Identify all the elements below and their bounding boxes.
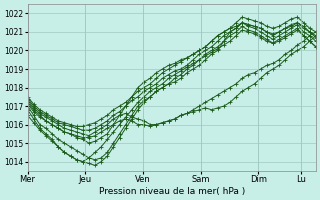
X-axis label: Pression niveau de la mer( hPa ): Pression niveau de la mer( hPa ) — [99, 187, 245, 196]
